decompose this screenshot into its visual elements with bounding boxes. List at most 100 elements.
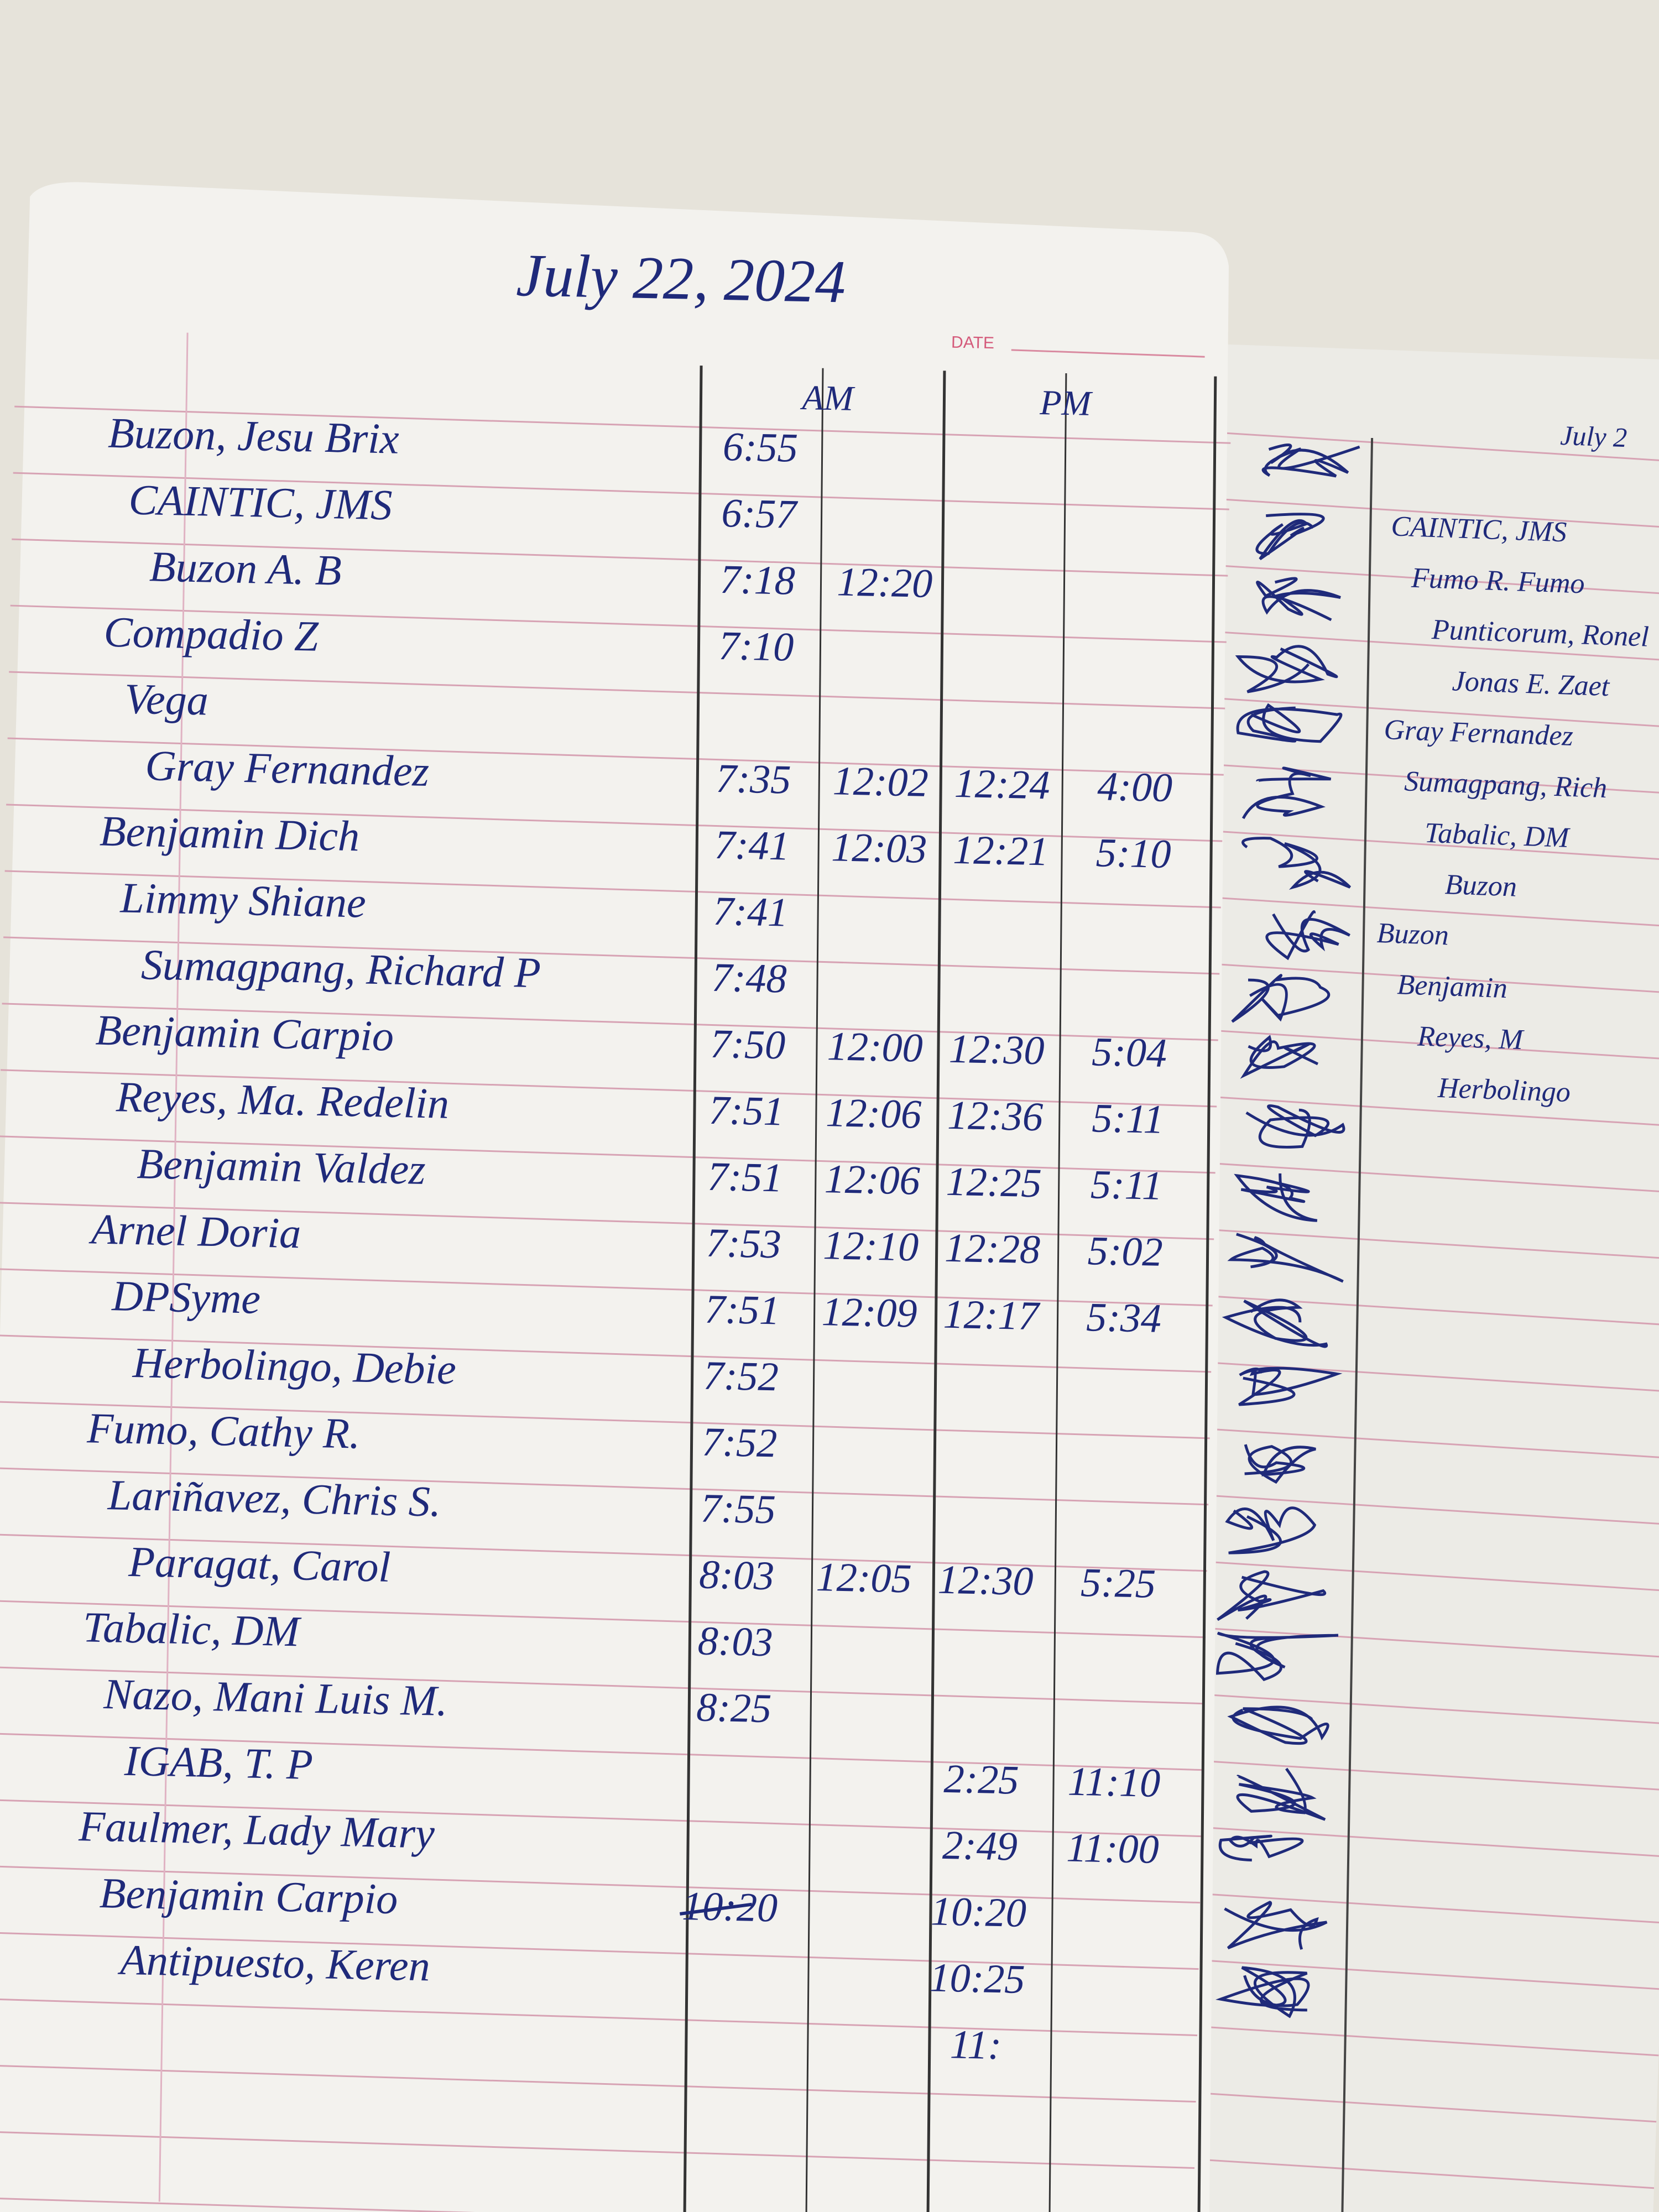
signatory-name: Buzon A. B (149, 542, 342, 594)
ruled-line (1187, 1293, 1659, 1327)
column-line (1340, 437, 1374, 2212)
ruled-line (4, 870, 1221, 909)
time-entry: 11:10 (1067, 1759, 1161, 1806)
right-name: Fumo R. Fumo (1410, 562, 1585, 600)
time-entry: 4:00 (1097, 764, 1173, 811)
ruled-line (1177, 1559, 1659, 1592)
right-name: Reyes, M (1416, 1021, 1525, 1056)
ruled-line (1171, 1758, 1659, 1791)
ruled-line (0, 2130, 1195, 2169)
signature (1218, 1834, 1304, 1862)
ruled-line (1210, 630, 1659, 664)
time-entry: 12:06 (826, 1090, 922, 1138)
time-entry: 7:52 (703, 1353, 779, 1400)
time-entry: 5:25 (1080, 1560, 1156, 1607)
time-entry: 10:20 (930, 1888, 1026, 1936)
signature (1231, 974, 1331, 1023)
ruled-line (1168, 1824, 1659, 1858)
ruled-line (0, 1666, 1204, 1705)
signature (1245, 1104, 1345, 1149)
ruled-line (1173, 1692, 1659, 1725)
time-entry: 8:25 (696, 1684, 772, 1731)
ruled-line (1182, 1426, 1659, 1460)
time-entry: 7:55 (700, 1486, 776, 1533)
column-line (926, 371, 946, 2212)
time-entry: 7:18 (719, 557, 795, 604)
ruled-line (0, 1932, 1199, 1970)
ruled-line (9, 671, 1225, 709)
ruled-line (1159, 2089, 1657, 2123)
ruled-line (1, 1069, 1217, 1108)
signature (1236, 703, 1343, 743)
time-entry: 7:51 (707, 1154, 783, 1201)
ruled-line (1185, 1360, 1659, 1394)
time-entry: 12:10 (823, 1223, 919, 1270)
time-entry: 2:25 (943, 1756, 1019, 1803)
time-entry: 12:28 (945, 1225, 1041, 1273)
ruled-line (0, 1401, 1210, 1439)
right-page: July 2 CAINTIC, JMS Fumo R. Fumo Punticorum… (1152, 344, 1659, 2212)
time-entry: 7:41 (714, 822, 790, 869)
signatory-name: Faulmer, Lady Mary (78, 1802, 435, 1857)
ruled-line (1194, 1094, 1659, 1128)
time-entry: 12:21 (953, 827, 1049, 875)
ruled-line (1214, 498, 1659, 531)
ruled-line (0, 1799, 1202, 1838)
signature (1240, 1035, 1319, 1079)
ruled-line (0, 1733, 1203, 1771)
time-entry: 12:30 (937, 1557, 1034, 1605)
ruled-line (1166, 1891, 1659, 1924)
signatory-name: DPSyme (111, 1271, 261, 1323)
right-name: CAINTIC, JMS (1391, 510, 1568, 548)
signature (1241, 837, 1352, 890)
signatory-name: Arnel Doria (88, 1204, 301, 1257)
right-name: Jonas E. Zaet (1452, 665, 1611, 702)
date-label: DATE (951, 333, 994, 353)
signatory-name: Benjamin Valdez (137, 1139, 426, 1193)
date-rule (1011, 349, 1205, 358)
time-entry: 7:48 (711, 955, 787, 1002)
ruled-line (13, 472, 1229, 510)
ruled-line (2, 1003, 1218, 1041)
right-name: Benjamin (1397, 969, 1508, 1004)
time-entry: 12:00 (827, 1024, 923, 1071)
ruled-line (1201, 896, 1659, 929)
ruled-line (1212, 564, 1659, 597)
margin-line (158, 332, 189, 2202)
signatory-name: Tabalic, DM (82, 1603, 302, 1655)
time-entry: 12:24 (954, 761, 1050, 808)
ruled-line (7, 737, 1224, 776)
signature (1265, 910, 1350, 961)
column-line (1048, 373, 1067, 2212)
time-entry: 2:49 (942, 1823, 1018, 1870)
ruled-line (6, 804, 1223, 842)
time-entry: 7:35 (716, 756, 791, 803)
ruled-line (1192, 1161, 1659, 1194)
right-name: Buzon (1444, 869, 1517, 903)
ruled-line (1198, 962, 1659, 995)
ruled-line (0, 1268, 1213, 1307)
time-entry: 7:41 (713, 889, 789, 936)
time-entry: 7:51 (705, 1287, 780, 1334)
time-entry: 5:02 (1087, 1228, 1163, 1275)
signature (1215, 1631, 1339, 1681)
time-entry: 6:55 (722, 424, 798, 471)
am-header: AM (800, 378, 856, 418)
ruled-line (10, 604, 1227, 643)
time-entry: 12:05 (816, 1554, 912, 1602)
signatory-name: Vega (124, 674, 208, 724)
signature (1215, 1966, 1310, 2018)
ruled-line (1157, 2156, 1655, 2189)
time-entry: 11:00 (1066, 1825, 1160, 1872)
signatory-name: Benjamin Dich (99, 807, 360, 860)
ruled-line (14, 405, 1231, 444)
column-line (805, 368, 824, 2212)
time-entry: 12:06 (824, 1156, 920, 1204)
signature (1255, 513, 1325, 560)
ruled-line (0, 1998, 1198, 2037)
signature (1235, 645, 1338, 693)
column-line (1197, 376, 1217, 2212)
ruled-line (1208, 697, 1659, 730)
ruled-line (0, 1533, 1207, 1572)
